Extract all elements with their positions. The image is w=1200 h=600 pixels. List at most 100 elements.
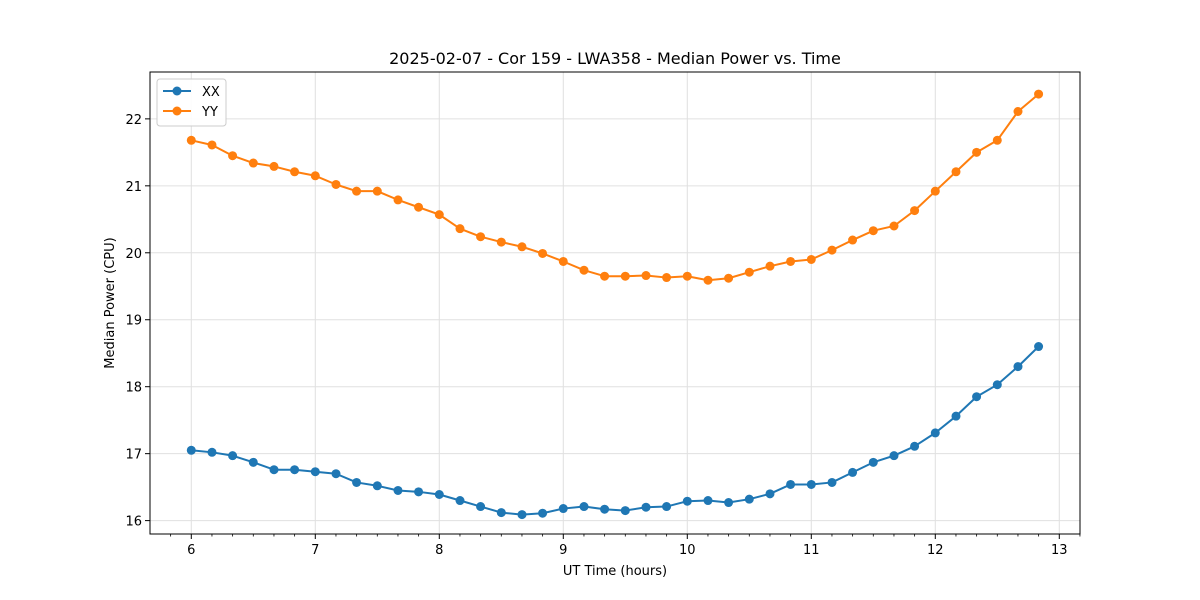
y-tick-label: 16: [125, 515, 142, 530]
data-point-yy: [331, 179, 341, 189]
data-point-xx: [310, 467, 320, 477]
data-point-xx: [848, 467, 858, 477]
data-point-xx: [744, 494, 754, 504]
data-point-yy: [868, 226, 878, 236]
data-point-yy: [455, 224, 465, 234]
legend: XX YY: [156, 78, 227, 127]
data-point-yy: [269, 161, 279, 171]
y-tick-label: 17: [125, 448, 142, 463]
data-point-xx: [496, 508, 506, 518]
data-point-xx: [827, 477, 837, 487]
data-point-xx: [972, 392, 982, 402]
data-point-yy: [248, 158, 258, 168]
data-point-yy: [765, 261, 775, 271]
data-point-yy: [972, 147, 982, 157]
data-point-xx: [992, 380, 1002, 390]
data-point-yy: [951, 167, 961, 177]
data-point-xx: [703, 496, 713, 506]
x-tick-label: 6: [187, 543, 195, 558]
data-point-xx: [517, 510, 527, 520]
data-point-xx: [558, 504, 568, 514]
data-point-xx: [806, 479, 816, 489]
data-point-xx: [352, 477, 362, 487]
y-tick-label: 21: [125, 180, 142, 195]
data-point-yy: [889, 221, 899, 231]
data-point-yy: [579, 265, 589, 275]
x-tick-label: 10: [679, 543, 696, 558]
data-point-yy: [620, 271, 630, 281]
data-point-yy: [310, 171, 320, 181]
data-point-xx: [414, 487, 424, 497]
x-axis-label: UT Time (hours): [563, 564, 667, 579]
x-tick-label: 11: [803, 543, 820, 558]
data-point-yy: [703, 275, 713, 285]
data-point-yy: [228, 151, 238, 161]
data-point-yy: [372, 186, 382, 196]
data-point-xx: [951, 411, 961, 421]
data-point-xx: [620, 506, 630, 516]
data-point-xx: [930, 428, 940, 438]
data-point-yy: [558, 256, 568, 266]
data-point-yy: [848, 235, 858, 245]
data-point-xx: [269, 465, 279, 475]
data-point-xx: [248, 457, 258, 467]
data-point-xx: [1034, 342, 1044, 352]
data-point-xx: [207, 447, 217, 457]
data-point-xx: [186, 445, 196, 455]
data-point-xx: [662, 502, 672, 512]
data-point-yy: [662, 273, 672, 283]
chart-title: 2025-02-07 - Cor 159 - LWA358 - Median P…: [389, 49, 841, 68]
data-point-yy: [538, 248, 548, 258]
data-point-yy: [414, 202, 424, 212]
x-tick-label: 7: [311, 543, 319, 558]
legend-label-yy: YY: [201, 105, 218, 120]
data-point-xx: [538, 508, 548, 518]
data-point-yy: [393, 195, 403, 205]
data-point-xx: [228, 451, 238, 461]
data-point-xx: [331, 469, 341, 479]
data-point-xx: [372, 481, 382, 491]
data-point-yy: [496, 237, 506, 247]
plot-frame: [149, 71, 1081, 535]
legend-marker-yy: [172, 106, 182, 116]
data-point-xx: [290, 465, 300, 475]
data-point-yy: [724, 273, 734, 283]
y-axis-label: Median Power (CPU): [103, 237, 118, 368]
data-point-yy: [186, 135, 196, 145]
legend-label-xx: XX: [202, 85, 220, 100]
data-point-xx: [579, 502, 589, 512]
x-tick-label: 13: [1051, 543, 1068, 558]
y-tick-label: 20: [125, 247, 142, 262]
data-point-xx: [434, 490, 444, 499]
data-point-yy: [476, 232, 486, 242]
data-point-xx: [476, 502, 486, 512]
data-point-yy: [910, 206, 920, 216]
grid: [150, 72, 1080, 534]
data-point-xx: [682, 496, 692, 506]
y-tick-label: 18: [125, 381, 142, 396]
y-tick-label: 22: [125, 113, 142, 128]
data-point-yy: [207, 140, 217, 150]
data-point-xx: [455, 496, 465, 506]
x-tick-label: 9: [559, 543, 567, 558]
data-point-xx: [786, 479, 796, 489]
data-point-xx: [910, 441, 920, 451]
data-point-yy: [600, 271, 610, 281]
data-point-xx: [889, 451, 899, 461]
data-point-yy: [744, 267, 754, 277]
data-point-yy: [992, 135, 1002, 145]
data-point-yy: [1013, 107, 1023, 116]
data-point-xx: [393, 485, 403, 495]
data-point-yy: [806, 254, 816, 264]
data-point-yy: [930, 186, 940, 196]
tick-layer: 6 7 8 9 10 11 12 13 16 17 18 19 20 21 22: [125, 113, 1081, 558]
data-point-yy: [827, 245, 837, 255]
x-tick-label: 8: [435, 543, 443, 558]
data-point-yy: [290, 167, 300, 177]
data-point-yy: [1034, 89, 1044, 99]
data-point-xx: [600, 504, 610, 514]
legend-marker-xx: [172, 86, 182, 96]
series-layer: [186, 89, 1044, 520]
data-point-xx: [724, 498, 734, 508]
